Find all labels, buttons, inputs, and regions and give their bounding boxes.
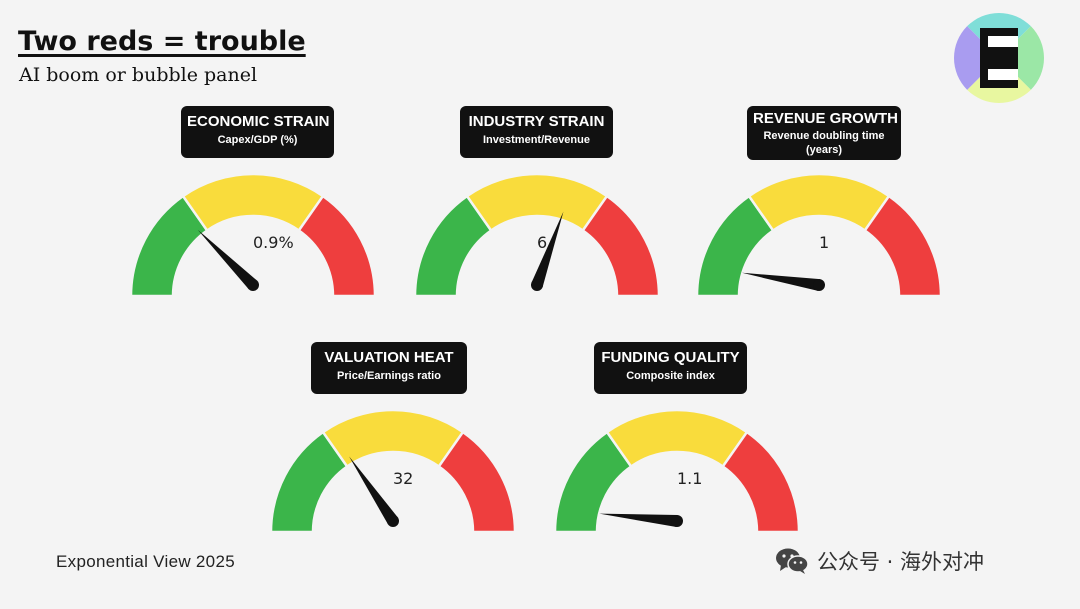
exponential-view-logo: E [954,13,1044,104]
gauge-5-label: FUNDING QUALITY Composite index [594,342,747,394]
gauge-2-dial: 6 [413,172,661,298]
watermark-text: 公众号 · 海外对冲 [817,550,985,574]
gauge-3-red-band [863,194,943,298]
gauge-1-needle-blade [197,229,258,290]
gauge-3-title: REVENUE GROWTH [753,110,899,127]
wechat-icon [776,548,809,574]
gauge-2-needle-hub [531,279,543,291]
gauge-5-title: FUNDING QUALITY [601,349,740,366]
gauge-2-needle-blade [531,211,564,288]
logo-letter: E [999,103,1000,104]
gauge-5-value: 1.1 [677,469,702,488]
gauge-2-title: INDUSTRY STRAIN [468,113,605,130]
gauge-1-dial: 0.9% [129,172,377,298]
gauge-1-value: 0.9% [253,233,294,252]
gauge-5-subtitle: Composite index [626,370,715,382]
gauge-5-yellow-band [605,408,749,469]
gauge-4-yellow-band [321,408,465,469]
watermark: 公众号 · 海外对冲 [775,546,984,576]
gauge-1-title: ECONOMIC STRAIN [187,113,330,130]
gauge-4-needle [349,456,399,527]
gauge-1-needle-hub [247,279,259,291]
gauge-4-needle-blade [349,456,398,525]
gauge-5-red-band [721,430,801,534]
gauge-4-title: VALUATION HEAT [324,349,454,366]
gauge-1-label: ECONOMIC STRAIN Capex/GDP (%) [181,106,334,158]
gauge-3-needle-blade [741,272,820,291]
gauge-4-needle-hub [387,515,399,527]
credit-text: Exponential View 2025 [56,552,235,571]
gauge-4-label: VALUATION HEAT Price/Earnings ratio [311,342,467,394]
gauge-2-yellow-band [465,172,609,233]
gauge-3-needle [741,272,825,291]
gauge-5-dial: 1.1 [553,408,801,534]
gauge-4-red-band [437,430,517,534]
gauge-3-needle-hub [813,279,825,291]
gauge-4-dial: 32 [269,408,517,534]
gauge-2-label: INDUSTRY STRAIN Investment/Revenue [460,106,613,158]
gauge-2-needle [531,211,564,291]
gauge-2-value: 6 [537,233,547,252]
gauge-3-label: REVENUE GROWTH Revenue doubling time (ye… [747,106,901,160]
gauge-5-needle-hub [671,515,683,527]
page-title: Two reds = trouble [18,26,306,57]
gauge-1-yellow-band [181,172,325,233]
gauge-2-subtitle: Investment/Revenue [483,134,590,146]
gauge-2-red-band [581,194,661,298]
gauge-3-dial: 1 [695,172,943,298]
gauge-5-needle-blade [599,513,678,527]
gauge-5-needle [599,513,683,527]
gauge-3-yellow-band [747,172,891,233]
gauge-1-red-band [297,194,377,298]
gauge-3-subtitle: Revenue doubling time (years) [763,130,885,156]
gauge-3-value: 1 [819,233,829,252]
gauge-4-value: 32 [393,469,413,488]
page-subtitle: AI boom or bubble panel [19,64,258,86]
gauge-1-subtitle: Capex/GDP (%) [217,134,298,146]
gauge-1-needle [197,229,259,291]
gauge-4-subtitle: Price/Earnings ratio [337,370,441,382]
